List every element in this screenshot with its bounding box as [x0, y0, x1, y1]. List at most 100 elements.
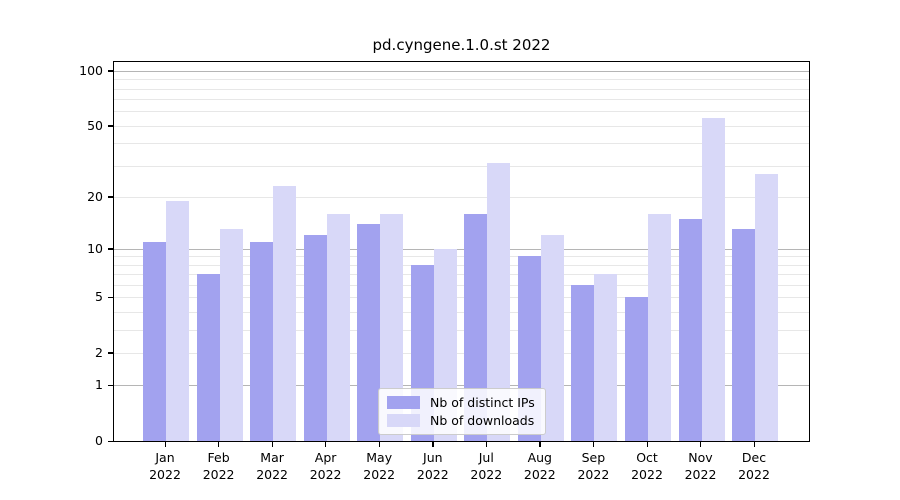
x-label-year: 2022 [256, 466, 288, 482]
bar-distinct-ips-mar [250, 241, 274, 441]
x-label-year: 2022 [684, 466, 717, 482]
x-tick-nov [700, 442, 702, 447]
minor-gridline-3 [114, 329, 809, 331]
y-tick-label-0: 0 [95, 433, 103, 448]
chart-title: pd.cyngene.1.0.st 2022 [372, 36, 551, 54]
minor-gridline-6 [114, 284, 809, 286]
x-tick-label-apr: Apr 2022 [296, 450, 356, 483]
bar-downloads-nov [701, 118, 725, 441]
minor-gridline-90 [114, 79, 809, 81]
y-tick-label-1: 1 [95, 377, 103, 393]
bar-distinct-ips-dec [732, 229, 755, 441]
minor-gridline-70 [114, 99, 809, 101]
bar-downloads-sep [594, 274, 618, 441]
x-label-year: 2022 [523, 466, 556, 482]
minor-gridline-80 [114, 88, 809, 90]
bar-downloads-apr [326, 213, 350, 441]
x-label-month: Nov [688, 450, 713, 465]
x-tick-label-may: May 2022 [349, 450, 409, 483]
x-label-month: Feb [207, 450, 230, 465]
bar-distinct-ips-oct [625, 297, 648, 441]
bar-distinct-ips-jan [143, 241, 166, 441]
minor-gridline-9 [114, 256, 809, 258]
legend-row-1: Nb of downloads [387, 413, 537, 428]
x-label-month: Jul [478, 450, 494, 465]
x-label-year: 2022 [149, 466, 181, 482]
plot-inner [114, 62, 809, 441]
y-tick-20 [108, 196, 113, 198]
legend: Nb of distinct IPs Nb of downloads [378, 388, 546, 435]
x-label-month: Sep [581, 450, 606, 465]
y-tick-label-20: 20 [87, 188, 103, 204]
x-label-year: 2022 [577, 466, 610, 482]
major-gridline-10 [114, 248, 809, 250]
x-tick-oct [646, 442, 648, 447]
bar-downloads-jan [166, 200, 189, 441]
bar-downloads-may [380, 213, 404, 441]
minor-gridline-2 [114, 352, 809, 354]
x-label-year: 2022 [309, 466, 342, 482]
x-tick-jun [432, 442, 434, 447]
x-label-year: 2022 [738, 466, 770, 482]
y-tick-label-100: 100 [79, 62, 103, 78]
minor-gridline-40 [114, 143, 809, 145]
major-gridline-100 [114, 70, 809, 72]
bar-distinct-ips-feb [196, 274, 220, 441]
major-gridline-1 [114, 385, 809, 387]
bar-downloads-feb [219, 229, 243, 441]
x-tick-aug [539, 442, 541, 447]
x-tick-may [378, 442, 381, 447]
x-tick-label-mar: Mar 2022 [242, 450, 302, 483]
x-label-year: 2022 [470, 466, 503, 482]
x-tick-label-aug: Aug 2022 [510, 450, 570, 483]
x-tick-feb [218, 442, 220, 447]
y-tick-2 [108, 352, 113, 354]
x-label-month: May [366, 450, 393, 465]
x-label-month: Apr [314, 450, 337, 465]
y-tick-50 [108, 125, 113, 127]
x-tick-sep [592, 442, 595, 447]
minor-gridline-5 [114, 297, 809, 299]
x-label-year: 2022 [631, 466, 663, 482]
legend-row-0: Nb of distinct IPs [387, 395, 537, 410]
bar-distinct-ips-apr [303, 235, 327, 441]
y-tick-label-50: 50 [87, 117, 103, 133]
bar-distinct-ips-sep [571, 284, 595, 441]
bar-downloads-aug [540, 235, 564, 441]
x-label-month: Dec [741, 450, 767, 465]
legend-swatch-downloads [387, 414, 420, 428]
x-tick-label-sep: Sep 2022 [563, 450, 623, 483]
x-label-year: 2022 [363, 466, 396, 482]
x-tick-label-oct: Oct 2022 [617, 450, 677, 483]
legend-swatch-distinct-ips [387, 395, 420, 409]
bar-distinct-ips-may [357, 223, 381, 441]
x-tick-label-feb: Feb 2022 [189, 450, 249, 483]
x-tick-apr [325, 442, 327, 447]
x-label-month: Aug [527, 450, 552, 465]
x-tick-mar [271, 442, 273, 447]
minor-gridline-50 [114, 125, 809, 127]
minor-gridline-7 [114, 274, 809, 276]
y-tick-label-5: 5 [95, 289, 103, 305]
legend-label-0: Nb of distinct IPs [430, 394, 535, 410]
bar-downloads-mar [273, 186, 297, 441]
bar-downloads-oct [648, 213, 671, 441]
y-tick-5 [108, 296, 113, 299]
bar-downloads-jul [487, 163, 511, 441]
x-tick-label-jan: Jan 2022 [135, 450, 195, 483]
minor-gridline-30 [114, 165, 809, 167]
x-label-month: Oct [636, 450, 658, 465]
minor-gridline-4 [114, 311, 809, 313]
y-tick-0 [108, 440, 113, 442]
bar-downloads-dec [755, 173, 778, 441]
x-tick-label-jul: Jul 2022 [456, 450, 516, 483]
x-tick-jan [164, 442, 166, 447]
x-tick-label-dec: Dec 2022 [724, 450, 784, 483]
x-label-year: 2022 [202, 466, 235, 482]
x-label-month: Jan [155, 450, 175, 465]
bar-distinct-ips-nov [678, 218, 702, 441]
x-tick-label-jun: Jun 2022 [403, 450, 463, 483]
x-tick-jul [485, 442, 488, 447]
y-tick-label-10: 10 [87, 240, 103, 256]
